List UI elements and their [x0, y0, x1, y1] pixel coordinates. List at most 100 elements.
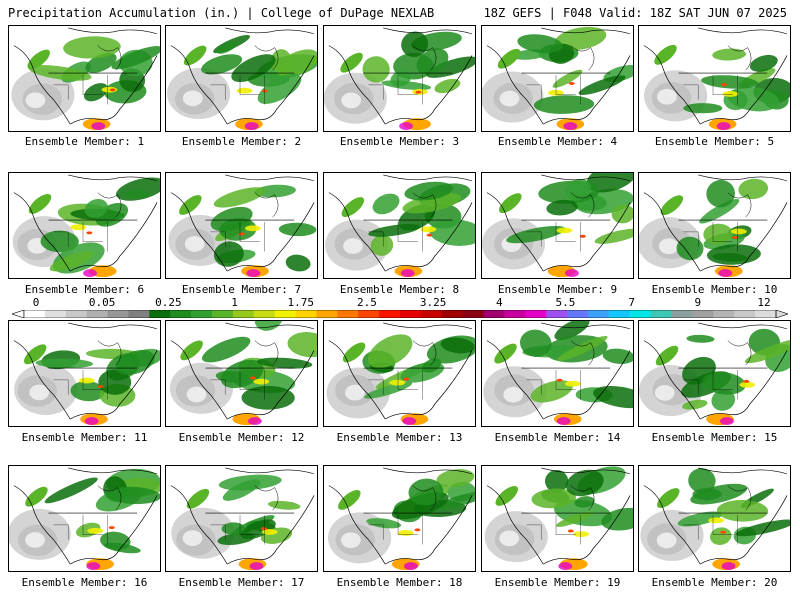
colorbar-segment — [525, 310, 547, 318]
ensemble-member-label: Ensemble Member: 18 — [336, 576, 463, 589]
colorbar-segment — [274, 310, 297, 318]
ensemble-member-map — [481, 465, 634, 572]
colorbar-segment — [650, 310, 673, 318]
precipitation-map — [324, 26, 475, 131]
ensemble-member-label: Ensemble Member: 1 — [24, 135, 145, 148]
ensemble-member-map — [8, 25, 161, 132]
colorbar-segment — [462, 310, 485, 318]
ensemble-member-label: Ensemble Member: 13 — [336, 431, 463, 444]
ensemble-member-map — [481, 172, 634, 279]
colorbar-tick-label: 0.05 — [88, 296, 116, 309]
ensemble-member-label: Ensemble Member: 14 — [494, 431, 621, 444]
colorbar-segment — [65, 310, 88, 318]
colorbar-segment — [567, 310, 589, 318]
ensemble-member-map — [165, 25, 318, 132]
chart-title: Precipitation Accumulation (in.) | Colle… — [8, 6, 435, 20]
ensemble-member-map — [638, 25, 791, 132]
colorbar-tick-label: 3.25 — [419, 296, 447, 309]
colorbar-tick-label: 7 — [628, 296, 635, 309]
ensemble-member-label: Ensemble Member: 16 — [21, 576, 148, 589]
ensemble-member-label: Ensemble Member: 10 — [651, 283, 778, 296]
precipitation-map — [324, 466, 475, 571]
colorbar-segment — [755, 310, 777, 318]
colorbar-segment — [358, 310, 380, 318]
ensemble-member-label: Ensemble Member: 20 — [651, 576, 778, 589]
colorbar-segment — [44, 310, 67, 318]
precipitation-map — [639, 321, 790, 426]
precipitation-map — [482, 321, 633, 426]
ensemble-member-map — [638, 172, 791, 279]
colorbar-segment — [692, 310, 714, 318]
precipitation-map — [482, 466, 633, 571]
ensemble-member-label: Ensemble Member: 7 — [181, 283, 302, 296]
precipitation-map — [9, 173, 160, 278]
precipitation-map — [9, 26, 160, 131]
ensemble-member-map — [323, 172, 476, 279]
colorbar-left-arrow — [12, 310, 25, 318]
colorbar-right-arrow — [775, 310, 788, 318]
ensemble-member-map — [638, 320, 791, 427]
precipitation-map — [324, 321, 475, 426]
colorbar-tick-label: 0.25 — [155, 296, 182, 309]
precipitation-map — [166, 173, 317, 278]
colorbar-segment — [295, 310, 317, 318]
ensemble-member-label: Ensemble Member: 17 — [178, 576, 305, 589]
colorbar-segment — [734, 310, 756, 318]
colorbar-segment — [191, 310, 213, 318]
colorbar-segment — [483, 310, 505, 318]
ensemble-member-label: Ensemble Member: 19 — [494, 576, 621, 589]
colorbar-segment — [128, 310, 150, 318]
ensemble-member-label: Ensemble Member: 5 — [654, 135, 775, 148]
ensemble-member-label: Ensemble Member: 9 — [497, 283, 618, 296]
precipitation-map — [324, 173, 475, 278]
colorbar-segment — [107, 310, 129, 318]
colorbar-tick-label: 2.5 — [356, 296, 377, 309]
precipitation-map — [482, 26, 633, 131]
colorbar-segment — [24, 310, 46, 318]
colorbar-segment — [441, 310, 464, 318]
precipitation-map — [639, 26, 790, 131]
colorbar-segment — [337, 310, 359, 318]
precipitation-map — [166, 26, 317, 131]
ensemble-member-label: Ensemble Member: 6 — [24, 283, 145, 296]
ensemble-member-label: Ensemble Member: 12 — [178, 431, 305, 444]
ensemble-member-map — [8, 172, 161, 279]
ensemble-member-label: Ensemble Member: 2 — [181, 135, 302, 148]
precipitation-map — [482, 173, 633, 278]
colorbar: 0 0.05 0.25 1 1.75 2.5 3.25 4 5.5 7 9 12 — [0, 296, 800, 320]
colorbar-tick-label: 4 — [495, 296, 503, 309]
ensemble-member-map — [8, 320, 161, 427]
precipitation-map — [166, 466, 317, 571]
ensemble-member-map — [323, 465, 476, 572]
colorbar-segment — [316, 310, 338, 318]
colorbar-segment — [608, 310, 631, 318]
ensemble-member-label: Ensemble Member: 11 — [21, 431, 148, 444]
precipitation-map — [9, 321, 160, 426]
colorbar-segment — [379, 310, 401, 318]
ensemble-member-label: Ensemble Member: 3 — [339, 135, 460, 148]
ensemble-member-map — [165, 320, 318, 427]
colorbar-tick-label: 12 — [757, 296, 771, 309]
colorbar-tick-label: 1 — [231, 296, 238, 309]
precipitation-map — [639, 173, 790, 278]
colorbar-segment — [232, 310, 255, 318]
colorbar-segment — [671, 310, 693, 318]
colorbar-segment — [588, 310, 610, 318]
colorbar-tick-label: 9 — [694, 296, 702, 309]
ensemble-member-map — [481, 25, 634, 132]
colorbar-tick-label: 5.5 — [555, 296, 576, 309]
colorbar-segment — [149, 310, 171, 318]
ensemble-member-label: Ensemble Member: 4 — [497, 135, 618, 148]
colorbar-segment — [212, 310, 234, 318]
colorbar-segment — [253, 310, 276, 318]
colorbar-tick-label: 0 — [32, 296, 40, 309]
colorbar-segment — [713, 310, 735, 318]
precipitation-map — [166, 321, 317, 426]
ensemble-member-map — [638, 465, 791, 572]
ensemble-member-map — [323, 25, 476, 132]
precipitation-map — [9, 466, 160, 571]
ensemble-member-map — [481, 320, 634, 427]
colorbar-segment — [629, 310, 652, 318]
ensemble-member-map — [8, 465, 161, 572]
ensemble-member-label: Ensemble Member: 15 — [651, 431, 778, 444]
